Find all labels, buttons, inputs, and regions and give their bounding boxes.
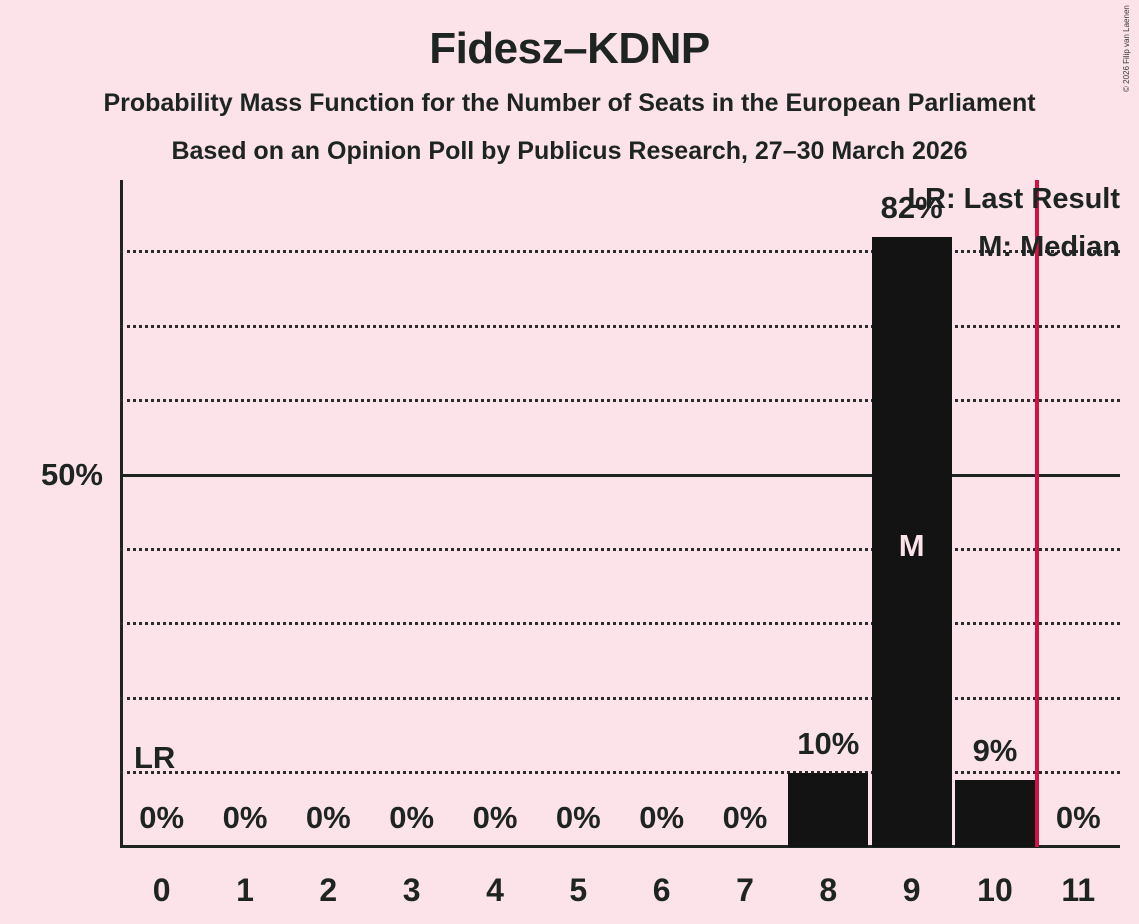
gridline-70pct xyxy=(120,324,1120,328)
value-label-seat-11: 0% xyxy=(1055,800,1101,835)
gridline-20pct xyxy=(120,696,1120,700)
gridline-40pct xyxy=(120,547,1120,551)
x-tick-1: 1 xyxy=(236,872,254,908)
legend-last-result: LR: Last Result xyxy=(907,183,1120,215)
value-label-seat-8: 10% xyxy=(797,725,860,761)
gridline-80pct xyxy=(120,250,1120,254)
x-tick-7: 7 xyxy=(736,872,754,908)
value-label-seat-2: 0% xyxy=(305,800,351,835)
copyright-notice: © 2026 Filip van Laenen xyxy=(1122,5,1131,92)
x-tick-6: 6 xyxy=(652,872,671,908)
bar-seat-10 xyxy=(954,780,1035,847)
y-axis-line xyxy=(120,180,123,847)
x-tick-4: 4 xyxy=(486,872,504,908)
value-label-seat-0: 0% xyxy=(139,800,185,835)
bar-seat-9 xyxy=(871,236,952,847)
gridline-10pct xyxy=(120,771,1120,775)
x-tick-8: 8 xyxy=(819,872,838,908)
value-label-seat-3: 0% xyxy=(389,800,435,835)
x-tick-5: 5 xyxy=(569,872,588,908)
value-label-seat-9: 82% xyxy=(880,189,943,225)
x-tick-11: 11 xyxy=(1061,872,1096,908)
bar-seat-8 xyxy=(788,772,869,847)
plot-area: LR: Last Result M: Median 0% 0 0% 1 0% 2 0% 3 0%… xyxy=(120,180,1120,907)
median-marker: M xyxy=(898,528,925,563)
value-label-seat-7: 0% xyxy=(722,800,768,835)
x-tick-3: 3 xyxy=(402,872,421,908)
chart-title: Fidesz–KDNP xyxy=(429,24,710,73)
x-tick-2: 2 xyxy=(319,872,338,908)
y-axis-tick-label-50: 50% xyxy=(40,457,103,492)
x-tick-0: 0 xyxy=(152,872,171,908)
value-label-seat-4: 0% xyxy=(472,800,518,835)
x-axis-line xyxy=(120,845,1120,848)
gridline-30pct xyxy=(120,622,1120,626)
last-result-marker: LR xyxy=(134,740,176,775)
value-label-seat-6: 0% xyxy=(639,800,685,835)
gridline-60pct xyxy=(120,399,1120,403)
x-tick-9: 9 xyxy=(902,872,921,908)
chart-subtitle: Probability Mass Function for the Number… xyxy=(103,89,1036,117)
gridline-50pct-solid xyxy=(120,473,1120,477)
value-label-seat-10: 9% xyxy=(972,733,1018,769)
value-label-seat-1: 0% xyxy=(222,800,268,835)
legend-median: M: Median xyxy=(978,231,1120,263)
last-result-line xyxy=(1034,180,1039,847)
x-tick-10: 10 xyxy=(977,872,1013,908)
value-label-seat-5: 0% xyxy=(555,800,601,835)
chart-subtitle-poll-info: Based on an Opinion Poll by Publicus Res… xyxy=(171,137,968,165)
